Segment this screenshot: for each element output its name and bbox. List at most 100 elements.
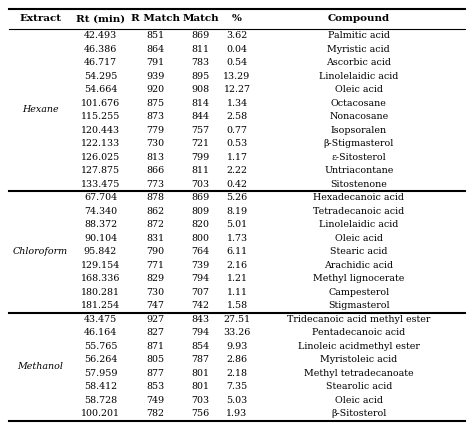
Text: Sitostenone: Sitostenone	[330, 180, 387, 189]
Text: 790: 790	[146, 247, 164, 256]
Text: 739: 739	[191, 261, 210, 270]
Text: 133.475: 133.475	[81, 180, 120, 189]
Text: Pentadecanoic acid: Pentadecanoic acid	[312, 329, 405, 337]
Text: 7.35: 7.35	[227, 382, 247, 391]
Text: 33.26: 33.26	[223, 329, 251, 337]
Text: Stearic acid: Stearic acid	[330, 247, 387, 256]
Text: 1.93: 1.93	[227, 410, 247, 419]
Text: 831: 831	[146, 234, 164, 243]
Text: 811: 811	[191, 45, 210, 54]
Text: 0.54: 0.54	[227, 58, 247, 67]
Text: 787: 787	[191, 355, 210, 365]
Text: 742: 742	[191, 301, 210, 310]
Text: Oleic acid: Oleic acid	[335, 396, 383, 405]
Text: 877: 877	[146, 369, 164, 378]
Text: 46.386: 46.386	[84, 45, 117, 54]
Text: 5.03: 5.03	[227, 396, 247, 405]
Text: 8.19: 8.19	[227, 207, 247, 216]
Text: 1.21: 1.21	[227, 275, 247, 283]
Text: 872: 872	[146, 220, 164, 230]
Text: 756: 756	[191, 410, 210, 419]
Text: 58.728: 58.728	[84, 396, 117, 405]
Text: 1.73: 1.73	[227, 234, 247, 243]
Text: Match: Match	[182, 14, 219, 23]
Text: 9.93: 9.93	[226, 342, 248, 351]
Text: Untriacontane: Untriacontane	[324, 166, 393, 175]
Text: 811: 811	[191, 166, 210, 175]
Text: Methanol: Methanol	[17, 362, 63, 371]
Text: 779: 779	[146, 126, 164, 135]
Text: 1.34: 1.34	[227, 99, 247, 108]
Text: 800: 800	[191, 234, 210, 243]
Text: 2.16: 2.16	[227, 261, 247, 270]
Text: Oleic acid: Oleic acid	[335, 234, 383, 243]
Text: Campesterol: Campesterol	[328, 288, 389, 297]
Text: 871: 871	[146, 342, 164, 351]
Text: 730: 730	[146, 139, 164, 148]
Text: Ascorbic acid: Ascorbic acid	[326, 58, 391, 67]
Text: 127.875: 127.875	[81, 166, 120, 175]
Text: 1.17: 1.17	[227, 153, 247, 162]
Text: 801: 801	[191, 382, 210, 391]
Text: 56.264: 56.264	[84, 355, 117, 365]
Text: 895: 895	[191, 72, 210, 81]
Text: Chloroform: Chloroform	[13, 247, 68, 256]
Text: 101.676: 101.676	[81, 99, 120, 108]
Text: 773: 773	[146, 180, 164, 189]
Text: 794: 794	[191, 329, 210, 337]
Text: 2.58: 2.58	[227, 112, 247, 121]
Text: Myristoleic acid: Myristoleic acid	[320, 355, 397, 365]
Text: 0.53: 0.53	[227, 139, 247, 148]
Text: 74.340: 74.340	[84, 207, 117, 216]
Text: 829: 829	[146, 275, 164, 283]
Text: 115.255: 115.255	[81, 112, 120, 121]
Text: Methyl lignocerate: Methyl lignocerate	[313, 275, 404, 283]
Text: Linolelaidic acid: Linolelaidic acid	[319, 220, 399, 230]
Text: 58.412: 58.412	[84, 382, 117, 391]
Text: 703: 703	[191, 396, 210, 405]
Text: Compound: Compound	[328, 14, 390, 23]
Text: β-Sitosterol: β-Sitosterol	[331, 410, 386, 419]
Text: 908: 908	[191, 85, 210, 94]
Text: Oleic acid: Oleic acid	[335, 85, 383, 94]
Text: Stigmasterol: Stigmasterol	[328, 301, 390, 310]
Text: Hexane: Hexane	[22, 105, 58, 114]
Text: 814: 814	[191, 99, 210, 108]
Text: Methyl tetradecanoate: Methyl tetradecanoate	[304, 369, 413, 378]
Text: 120.443: 120.443	[81, 126, 120, 135]
Text: 801: 801	[191, 369, 210, 378]
Text: 54.295: 54.295	[84, 72, 117, 81]
Text: 54.664: 54.664	[84, 85, 117, 94]
Text: 6.11: 6.11	[227, 247, 247, 256]
Text: 869: 869	[191, 193, 210, 202]
Text: 55.765: 55.765	[84, 342, 117, 351]
Text: 873: 873	[146, 112, 164, 121]
Text: 757: 757	[191, 126, 210, 135]
Text: 771: 771	[146, 261, 164, 270]
Text: β-Stigmasterol: β-Stigmasterol	[324, 139, 394, 148]
Text: Nonacosane: Nonacosane	[329, 112, 388, 121]
Text: 939: 939	[146, 72, 164, 81]
Text: 782: 782	[146, 410, 164, 419]
Text: 67.704: 67.704	[84, 193, 117, 202]
Text: 5.26: 5.26	[227, 193, 247, 202]
Text: 27.51: 27.51	[223, 315, 251, 324]
Text: R Match: R Match	[131, 14, 180, 23]
Text: Tetradecanoic acid: Tetradecanoic acid	[313, 207, 404, 216]
Text: Linolelaidic acid: Linolelaidic acid	[319, 72, 399, 81]
Text: 853: 853	[146, 382, 164, 391]
Text: 791: 791	[146, 58, 164, 67]
Text: 827: 827	[146, 329, 164, 337]
Text: %: %	[232, 14, 242, 23]
Text: 875: 875	[146, 99, 164, 108]
Text: 869: 869	[191, 31, 210, 40]
Text: 813: 813	[146, 153, 164, 162]
Text: 181.254: 181.254	[81, 301, 120, 310]
Text: 749: 749	[146, 396, 164, 405]
Text: 126.025: 126.025	[81, 153, 120, 162]
Text: 764: 764	[191, 247, 210, 256]
Text: 707: 707	[191, 288, 210, 297]
Text: 820: 820	[191, 220, 210, 230]
Text: 862: 862	[146, 207, 164, 216]
Text: 5.01: 5.01	[227, 220, 247, 230]
